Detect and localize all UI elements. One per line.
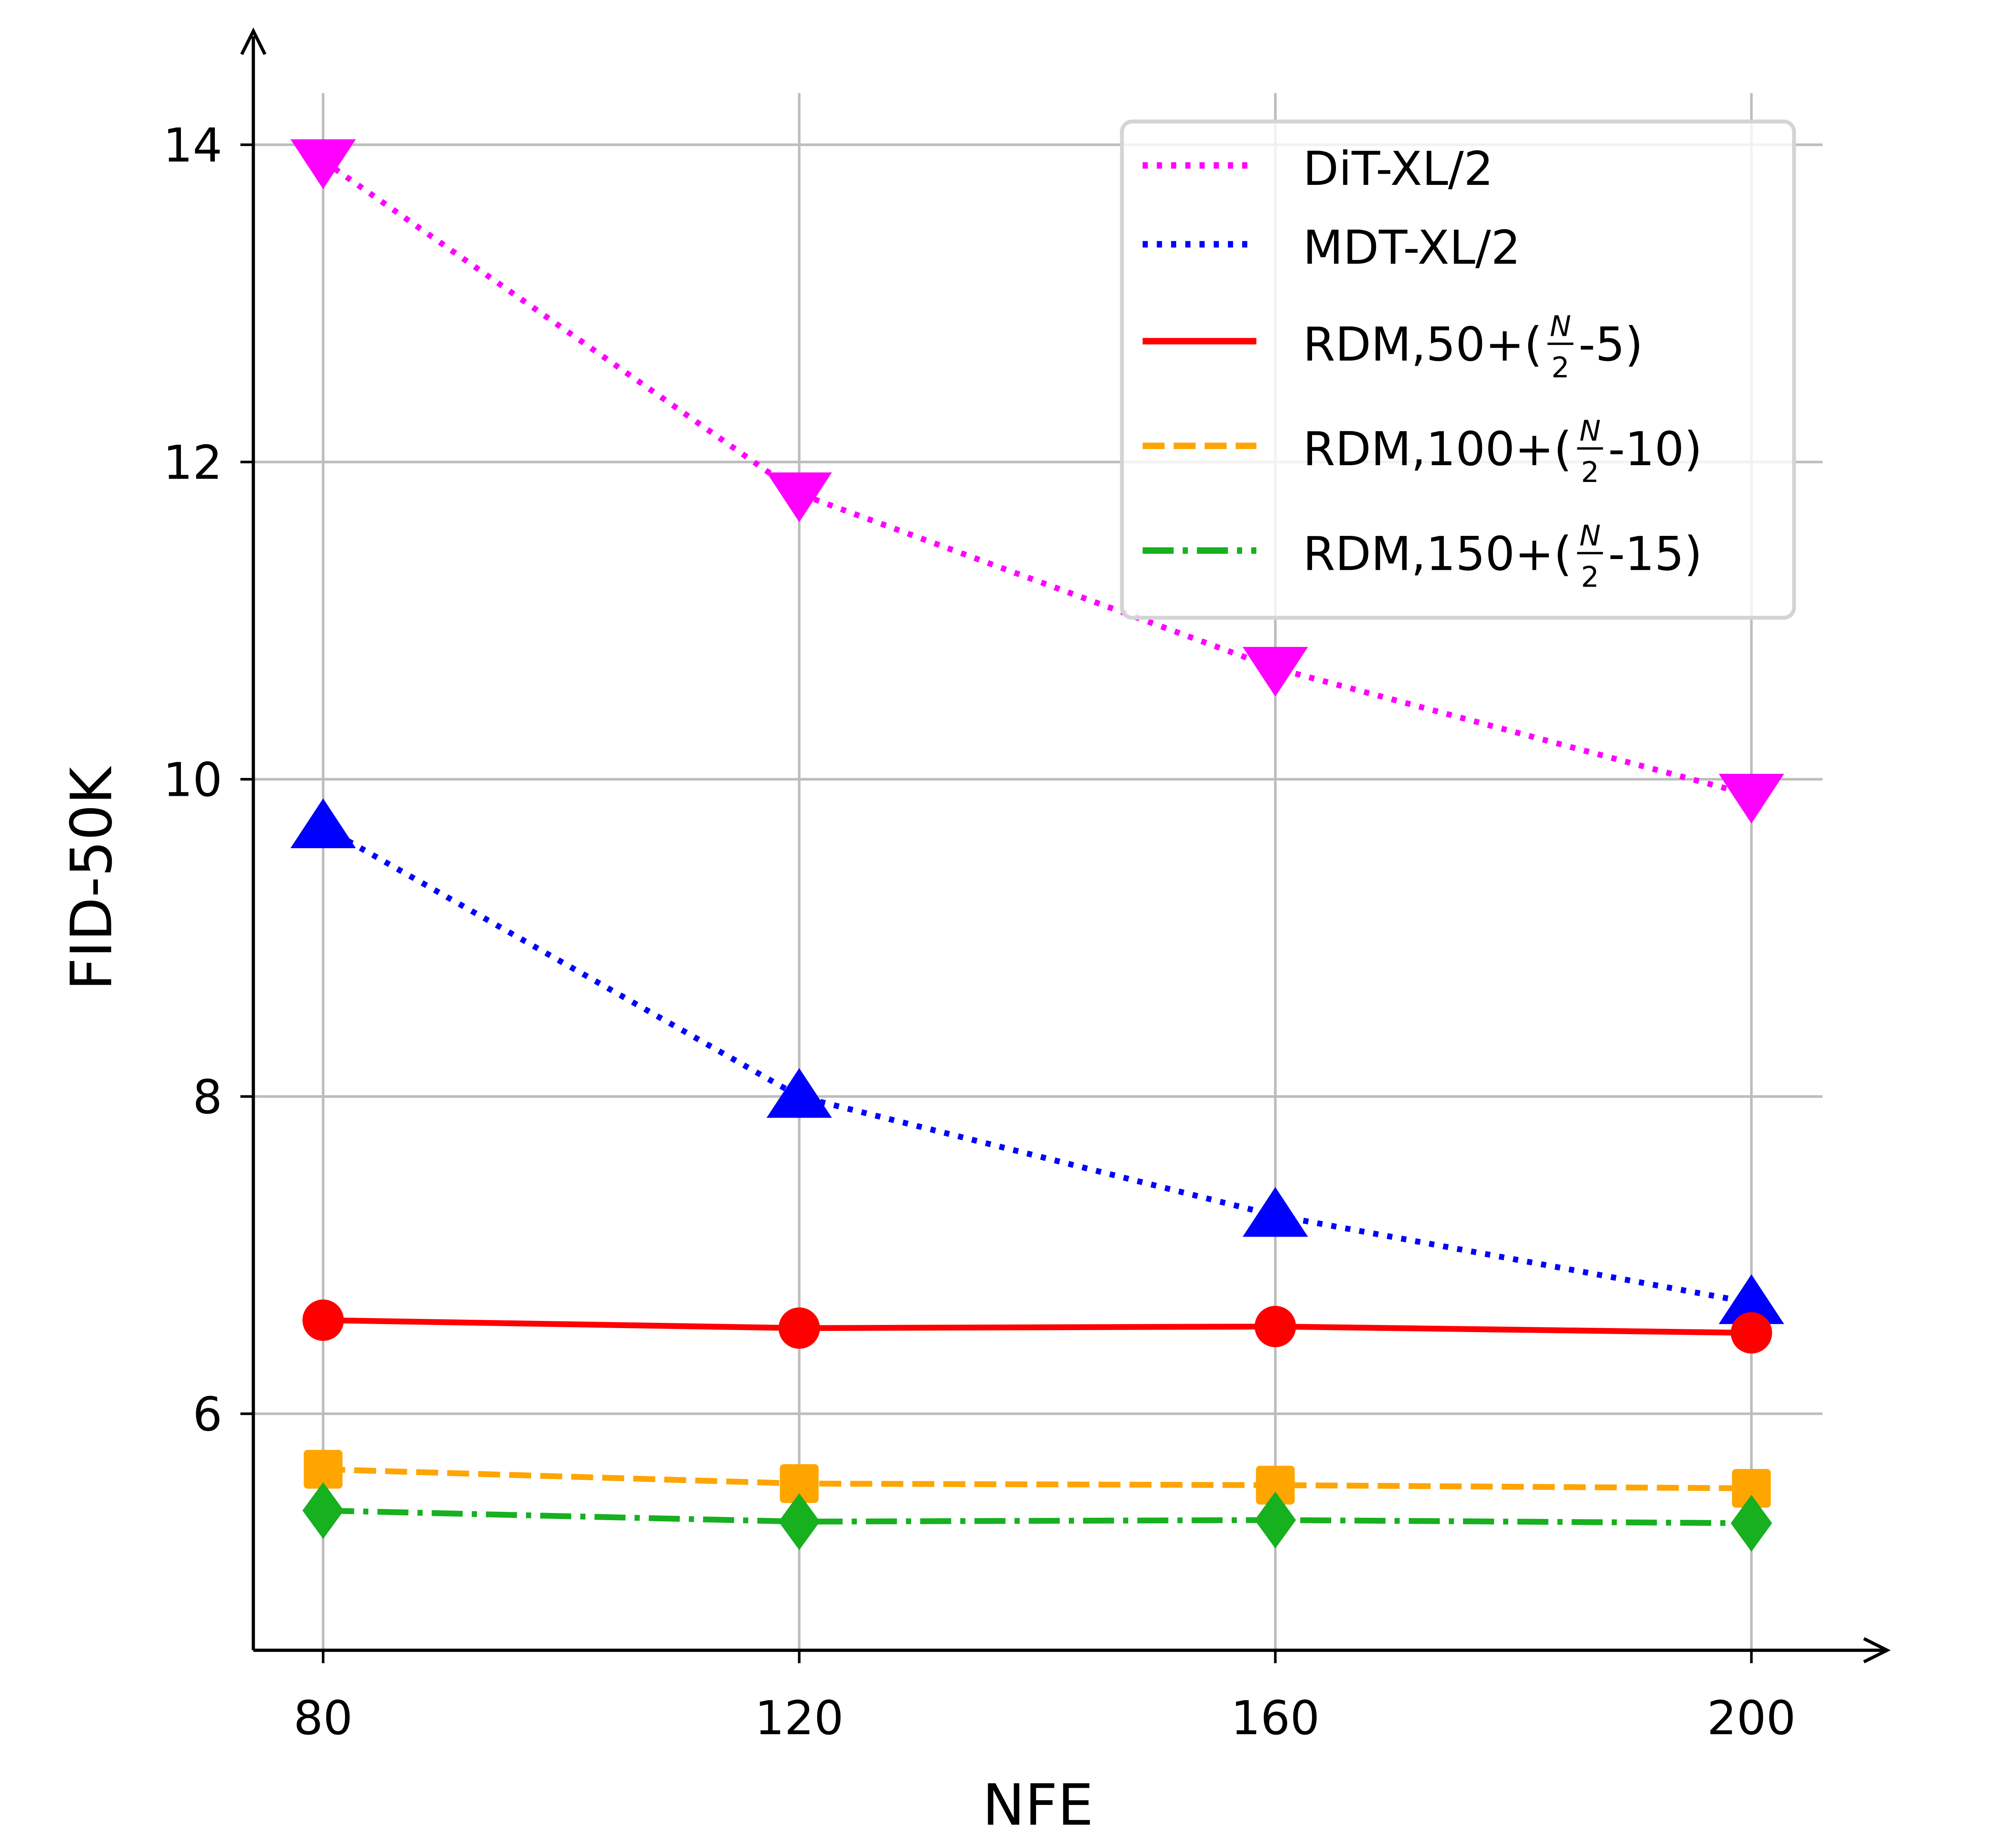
- series-line: [322, 824, 1752, 1306]
- legend-fraction-denominator: 2: [1581, 560, 1599, 593]
- y-tick-label: 6: [193, 1388, 222, 1442]
- legend: DiT-XL/2MDT-XL/2RDM,50+(-5)N2RDM,100+(-1…: [1120, 119, 1796, 620]
- legend-label: RDM,50+(-5): [1303, 318, 1643, 372]
- data-point-marker: [1256, 1465, 1295, 1505]
- series-2: [302, 1299, 1772, 1354]
- legend-fraction-denominator: 2: [1581, 456, 1599, 489]
- ticks: 80 120 160 200 6 8 10 12 14: [163, 119, 1796, 1746]
- series-1: [290, 798, 1784, 1324]
- y-tick-label: 12: [163, 436, 222, 490]
- x-axis-label: NFE: [983, 1772, 1094, 1838]
- data-point-marker: [780, 1464, 819, 1503]
- x-tick-label: 200: [1707, 1691, 1796, 1745]
- series: [290, 139, 1784, 1552]
- data-point-marker: [766, 1068, 832, 1118]
- data-point-marker: [1255, 1306, 1296, 1347]
- series-3: [304, 1450, 1771, 1508]
- data-point-marker: [302, 1482, 344, 1539]
- y-tick-label: 10: [163, 753, 222, 807]
- x-tick-label: 160: [1231, 1691, 1320, 1745]
- data-point-marker: [304, 1450, 343, 1489]
- x-tick-label: 80: [294, 1691, 353, 1745]
- legend-fraction-numerator: N: [1579, 414, 1600, 448]
- legend-box: [1120, 119, 1796, 620]
- series-line: [323, 1507, 1752, 1526]
- data-point-marker: [1732, 1469, 1771, 1508]
- data-point-marker: [290, 798, 356, 849]
- data-point-marker: [766, 472, 832, 522]
- data-point-marker: [1719, 1274, 1784, 1324]
- legend-fraction-numerator: N: [1579, 519, 1600, 552]
- series-0: [290, 139, 1784, 824]
- data-point-marker: [1243, 647, 1308, 697]
- data-point-marker: [302, 1299, 344, 1341]
- data-point-marker: [1719, 773, 1784, 824]
- data-point-marker: [1731, 1495, 1772, 1552]
- series-4: [302, 1482, 1772, 1552]
- data-point-marker: [1243, 1187, 1308, 1237]
- axes: [240, 27, 1891, 1664]
- x-axis-arrow: [1863, 1637, 1891, 1664]
- x-tick-label: 120: [755, 1691, 844, 1745]
- data-point-marker: [778, 1307, 820, 1349]
- y-tick-label: 14: [163, 119, 222, 173]
- series-line: [323, 1317, 1752, 1336]
- data-point-marker: [778, 1493, 820, 1550]
- data-point-marker: [290, 139, 356, 189]
- y-tick-label: 8: [193, 1071, 222, 1124]
- series-line: [323, 1466, 1752, 1491]
- data-point-marker: [1731, 1312, 1772, 1354]
- legend-label: RDM,100+(-10): [1303, 422, 1702, 476]
- legend-label: DiT-XL/2: [1303, 142, 1493, 196]
- legend-fraction-denominator: 2: [1551, 351, 1569, 384]
- y-axis-label: FID-50K: [58, 765, 125, 990]
- legend-fraction-numerator: N: [1550, 310, 1571, 343]
- legend-label: RDM,150+(-15): [1303, 527, 1702, 581]
- y-axis-arrow: [240, 27, 267, 55]
- data-point-marker: [1255, 1491, 1296, 1549]
- legend-label: MDT-XL/2: [1303, 221, 1521, 275]
